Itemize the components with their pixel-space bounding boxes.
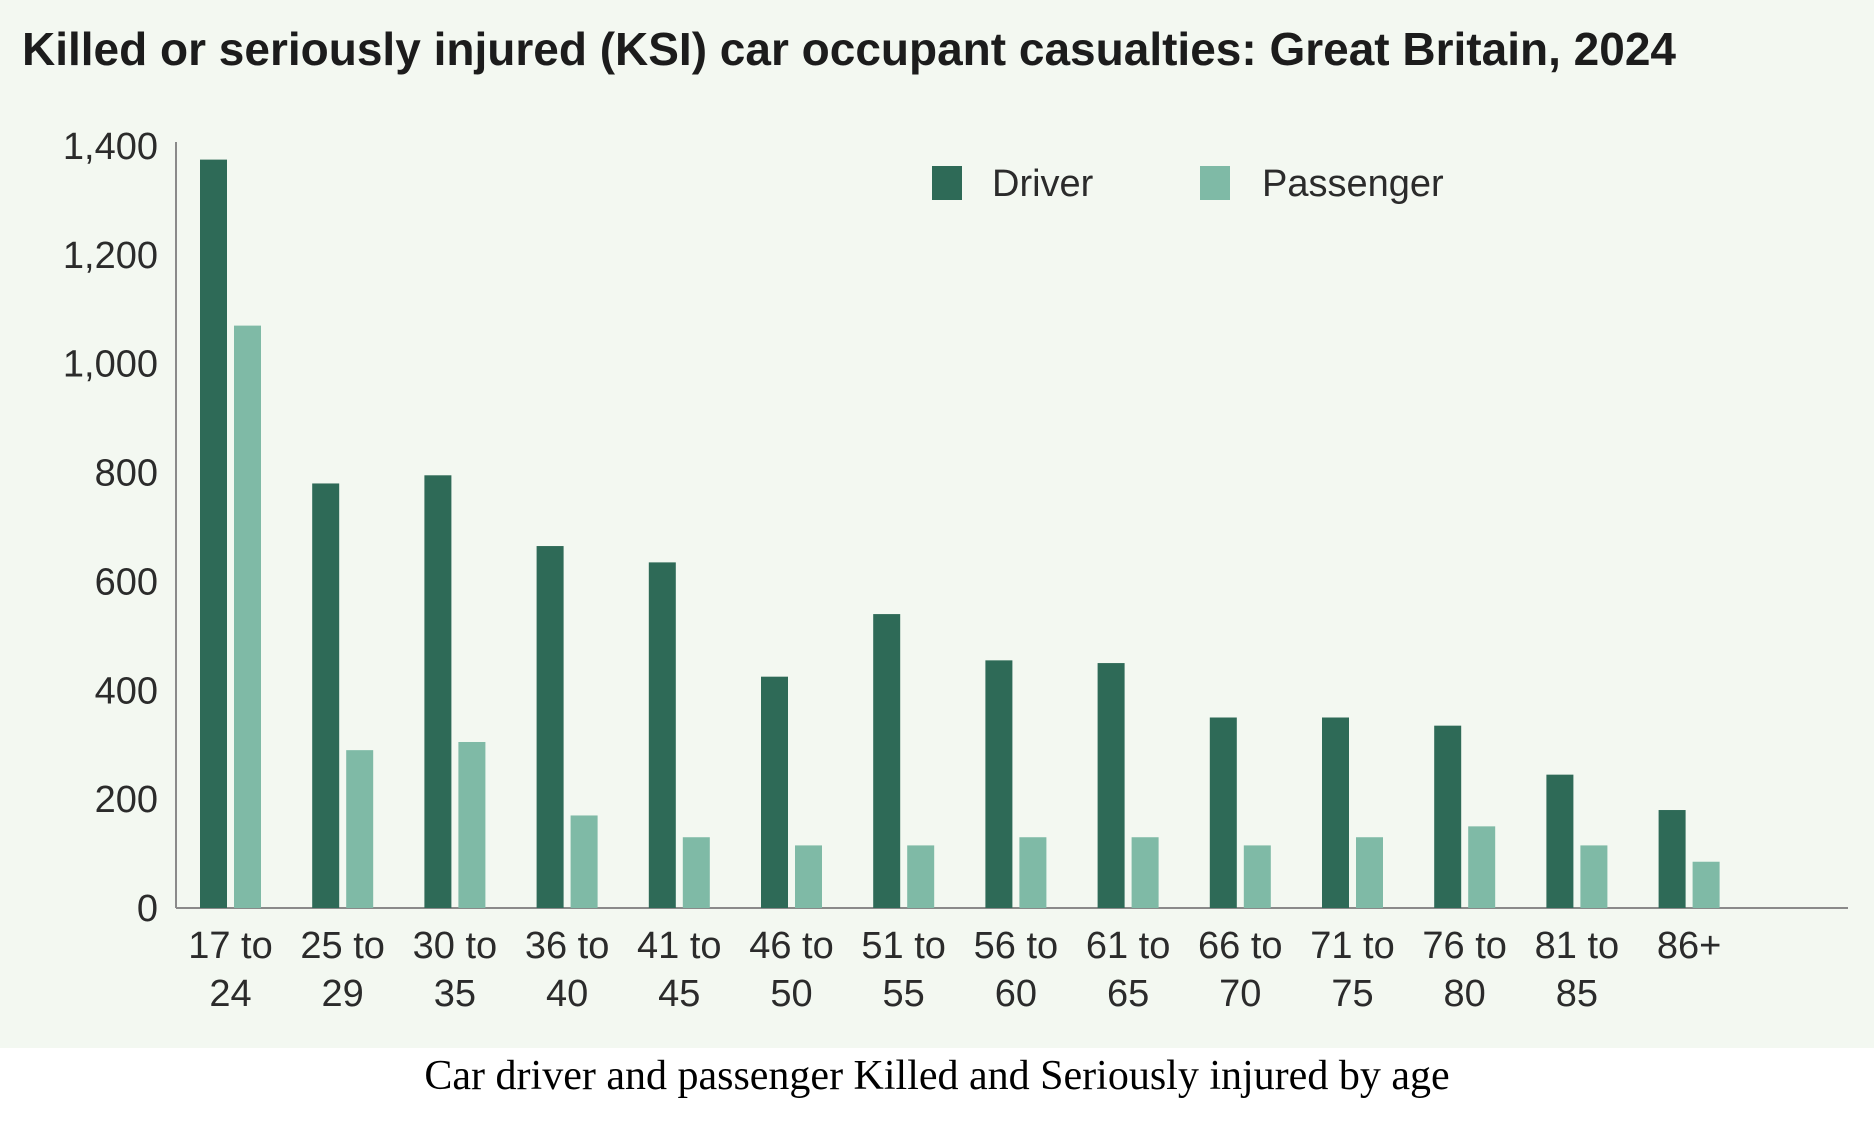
bar-passenger [1580, 845, 1608, 908]
bar-passenger [1692, 861, 1720, 908]
bar-passenger [1356, 837, 1383, 908]
bar-driver [985, 660, 1013, 908]
bar-passenger [795, 845, 822, 908]
bar-passenger [346, 750, 374, 908]
bar-passenger [1468, 826, 1496, 908]
bar-passenger [458, 741, 486, 908]
bar-driver [873, 614, 901, 908]
bar-driver [1546, 774, 1574, 908]
x-tick-label: 36 to 40 [525, 925, 610, 1015]
x-tick-label: 71 to 75 [1310, 925, 1395, 1015]
y-tick-label: 0 [137, 888, 158, 930]
ksi-bar-chart: 17 to 24 25 to 29 30 to 35 36 to 40 41 to 45 46 to… [63, 126, 1848, 1015]
y-tick-label: 400 [95, 670, 158, 712]
y-tick-label: 600 [95, 561, 158, 603]
x-tick-label: 56 to 60 [974, 925, 1059, 1015]
bar-driver [1658, 810, 1686, 908]
bar-driver [1209, 717, 1237, 908]
y-tick-label: 1,400 [63, 126, 158, 168]
x-tick-label: 25 to 29 [300, 925, 385, 1015]
bar-driver [1322, 717, 1349, 908]
bar-driver [312, 483, 340, 908]
legend: Driver Passenger [932, 163, 1444, 205]
legend-swatch-passenger [1200, 166, 1230, 200]
legend-label-passenger: Passenger [1262, 163, 1444, 205]
bar-driver [1434, 725, 1462, 908]
chart-caption: Car driver and passenger Killed and Seri… [424, 1053, 1450, 1099]
bars [200, 159, 1720, 909]
bar-driver [648, 562, 676, 908]
y-tick-label: 800 [95, 453, 158, 495]
x-tick-label: 61 to 65 [1086, 925, 1171, 1015]
bar-passenger [1131, 837, 1159, 908]
chart-title: Killed or seriously injured (KSI) car oc… [22, 23, 1676, 75]
bar-passenger [570, 815, 598, 908]
x-tick-label: 46 to 50 [749, 925, 834, 1015]
bar-driver [200, 159, 227, 908]
x-tick-label: 81 to 85 [1535, 925, 1620, 1015]
chart-panel: Killed or seriously injured (KSI) car oc… [0, 0, 1874, 1048]
x-tick-labels: 17 to 24 25 to 29 30 to 35 36 to 40 41 to 45 46 to… [188, 925, 1721, 1015]
x-tick-label: 66 to 70 [1198, 925, 1283, 1015]
x-tick-label: 86+ [1657, 925, 1721, 967]
y-tick-label: 1,200 [63, 235, 158, 277]
bar-driver [424, 475, 452, 908]
bar-driver [1097, 663, 1125, 908]
bar-passenger [1243, 845, 1271, 908]
legend-label-driver: Driver [992, 163, 1094, 205]
y-tick-labels: 0 200 400 600 800 1,000 1,200 1,400 [63, 126, 158, 930]
x-tick-label: 51 to 55 [861, 925, 946, 1015]
y-tick-label: 200 [95, 779, 158, 821]
x-tick-label: 30 to 35 [413, 925, 498, 1015]
bar-passenger [907, 845, 935, 908]
legend-swatch-driver [932, 166, 962, 200]
x-tick-label: 17 to 24 [188, 925, 273, 1015]
bar-passenger [234, 325, 261, 909]
x-tick-label: 41 to 45 [637, 925, 722, 1015]
bar-passenger [682, 837, 710, 908]
bar-driver [761, 676, 788, 908]
bar-passenger [1019, 837, 1047, 908]
y-tick-label: 1,000 [63, 344, 158, 386]
bar-driver [536, 546, 564, 908]
x-tick-label: 76 to 80 [1422, 925, 1507, 1015]
